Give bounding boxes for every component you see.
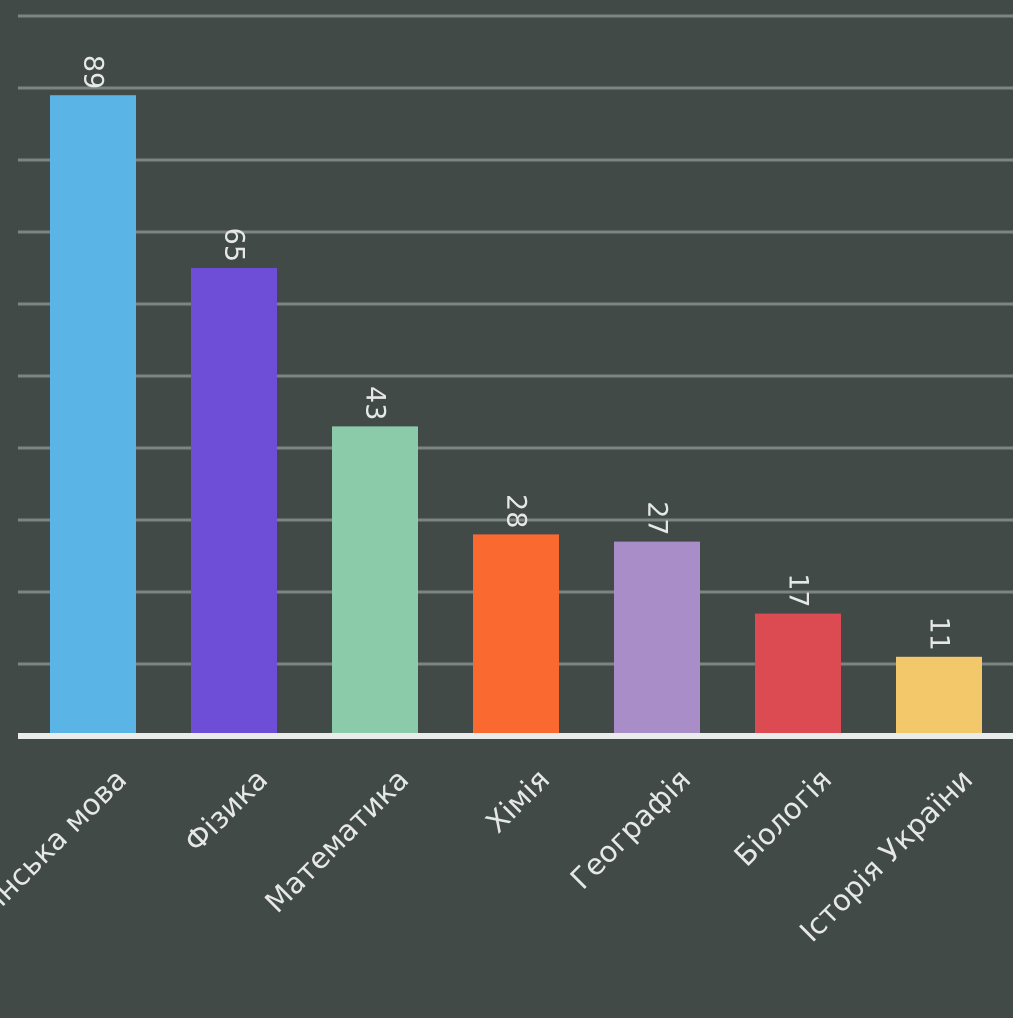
bars: [50, 95, 982, 736]
value-label: 27: [642, 501, 673, 535]
bar[interactable]: [191, 268, 277, 736]
value-label: 17: [783, 573, 814, 607]
value-labels: 89 65 43 28 27 17 11: [78, 55, 955, 651]
bar[interactable]: [755, 613, 841, 736]
bar[interactable]: [896, 656, 982, 736]
bar[interactable]: [614, 541, 700, 736]
value-label: 28: [501, 494, 532, 528]
category-label: Хімія: [479, 762, 556, 839]
category-label: Математика: [258, 762, 415, 919]
value-label: 43: [360, 386, 391, 420]
category-label: Українська мова: [0, 762, 133, 963]
value-label: 65: [219, 228, 250, 262]
category-label: Географія: [564, 762, 698, 896]
category-label: Біологія: [727, 762, 838, 873]
value-label: 11: [924, 616, 955, 650]
gridlines: [18, 14, 1013, 666]
bar[interactable]: [332, 426, 418, 736]
category-label: Фізика: [178, 762, 275, 859]
bar[interactable]: [50, 95, 136, 736]
value-label: 89: [78, 55, 109, 89]
bar[interactable]: [473, 534, 559, 736]
